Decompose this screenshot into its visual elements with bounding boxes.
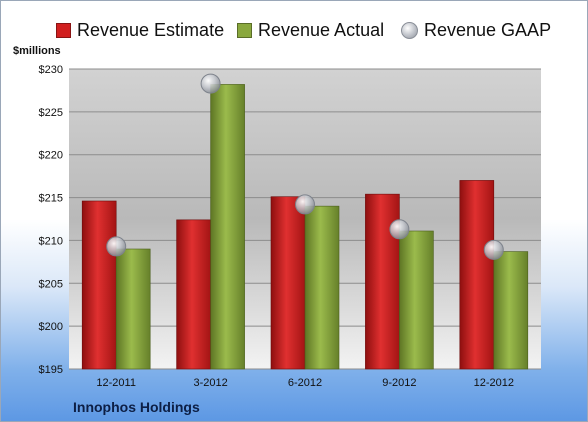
actual-bar — [115, 248, 151, 370]
actual-bar — [304, 205, 340, 370]
y-tick-label: $200 — [39, 321, 63, 333]
y-tick-label: $210 — [39, 235, 63, 247]
y-tick-label: $195 — [39, 364, 63, 376]
gaap-marker — [106, 236, 127, 257]
estimate-bar — [270, 196, 306, 370]
x-tick-label: 3-2012 — [193, 377, 227, 389]
x-axis: 12-2011 3-2012 6-2012 9-2012 12-2012 — [96, 377, 514, 389]
legend-swatch-actual — [237, 22, 252, 38]
estimate-bar — [459, 180, 495, 370]
x-tick-label: 9-2012 — [382, 377, 416, 389]
legend-marker-gaap — [401, 21, 418, 39]
x-tick-label: 12-2011 — [96, 377, 136, 389]
y-tick-label: $220 — [39, 150, 63, 162]
bars — [81, 84, 529, 370]
company-name: Innophos Holdings — [73, 399, 200, 415]
x-tick-label: 6-2012 — [288, 377, 322, 389]
gaap-marker — [200, 73, 221, 94]
markers — [106, 73, 504, 260]
actual-bar — [210, 84, 245, 370]
estimate-bar — [176, 219, 211, 370]
gaap-marker — [483, 239, 504, 260]
actual-bar — [493, 251, 529, 370]
y-tick-label: $215 — [39, 193, 63, 205]
legend-label-gaap: Revenue GAAP — [424, 19, 552, 40]
legend-item-gaap: Revenue GAAP — [401, 16, 551, 44]
gaap-marker — [389, 219, 410, 240]
x-tick-label: 12-2012 — [474, 377, 514, 389]
y-axis-label: $millions — [13, 45, 61, 57]
legend-item-estimate: Revenue Estimate — [56, 16, 224, 44]
legend-label-estimate: Revenue Estimate — [77, 19, 225, 40]
legend: Revenue Estimate Revenue Actual Revenue … — [1, 16, 587, 44]
y-tick-label: $230 — [39, 64, 63, 76]
y-tick-label: $225 — [39, 107, 63, 119]
legend-swatch-estimate — [56, 22, 71, 38]
y-tick-label: $205 — [39, 278, 63, 290]
actual-bar — [399, 230, 434, 370]
legend-label-actual: Revenue Actual — [258, 19, 385, 40]
estimate-bar — [365, 193, 400, 370]
gaap-marker — [295, 194, 315, 215]
y-axis: $195 $200 $205 $210 $215 $220 $225 $230 — [39, 64, 63, 376]
estimate-bar — [81, 200, 117, 370]
legend-item-actual: Revenue Actual — [237, 16, 384, 44]
